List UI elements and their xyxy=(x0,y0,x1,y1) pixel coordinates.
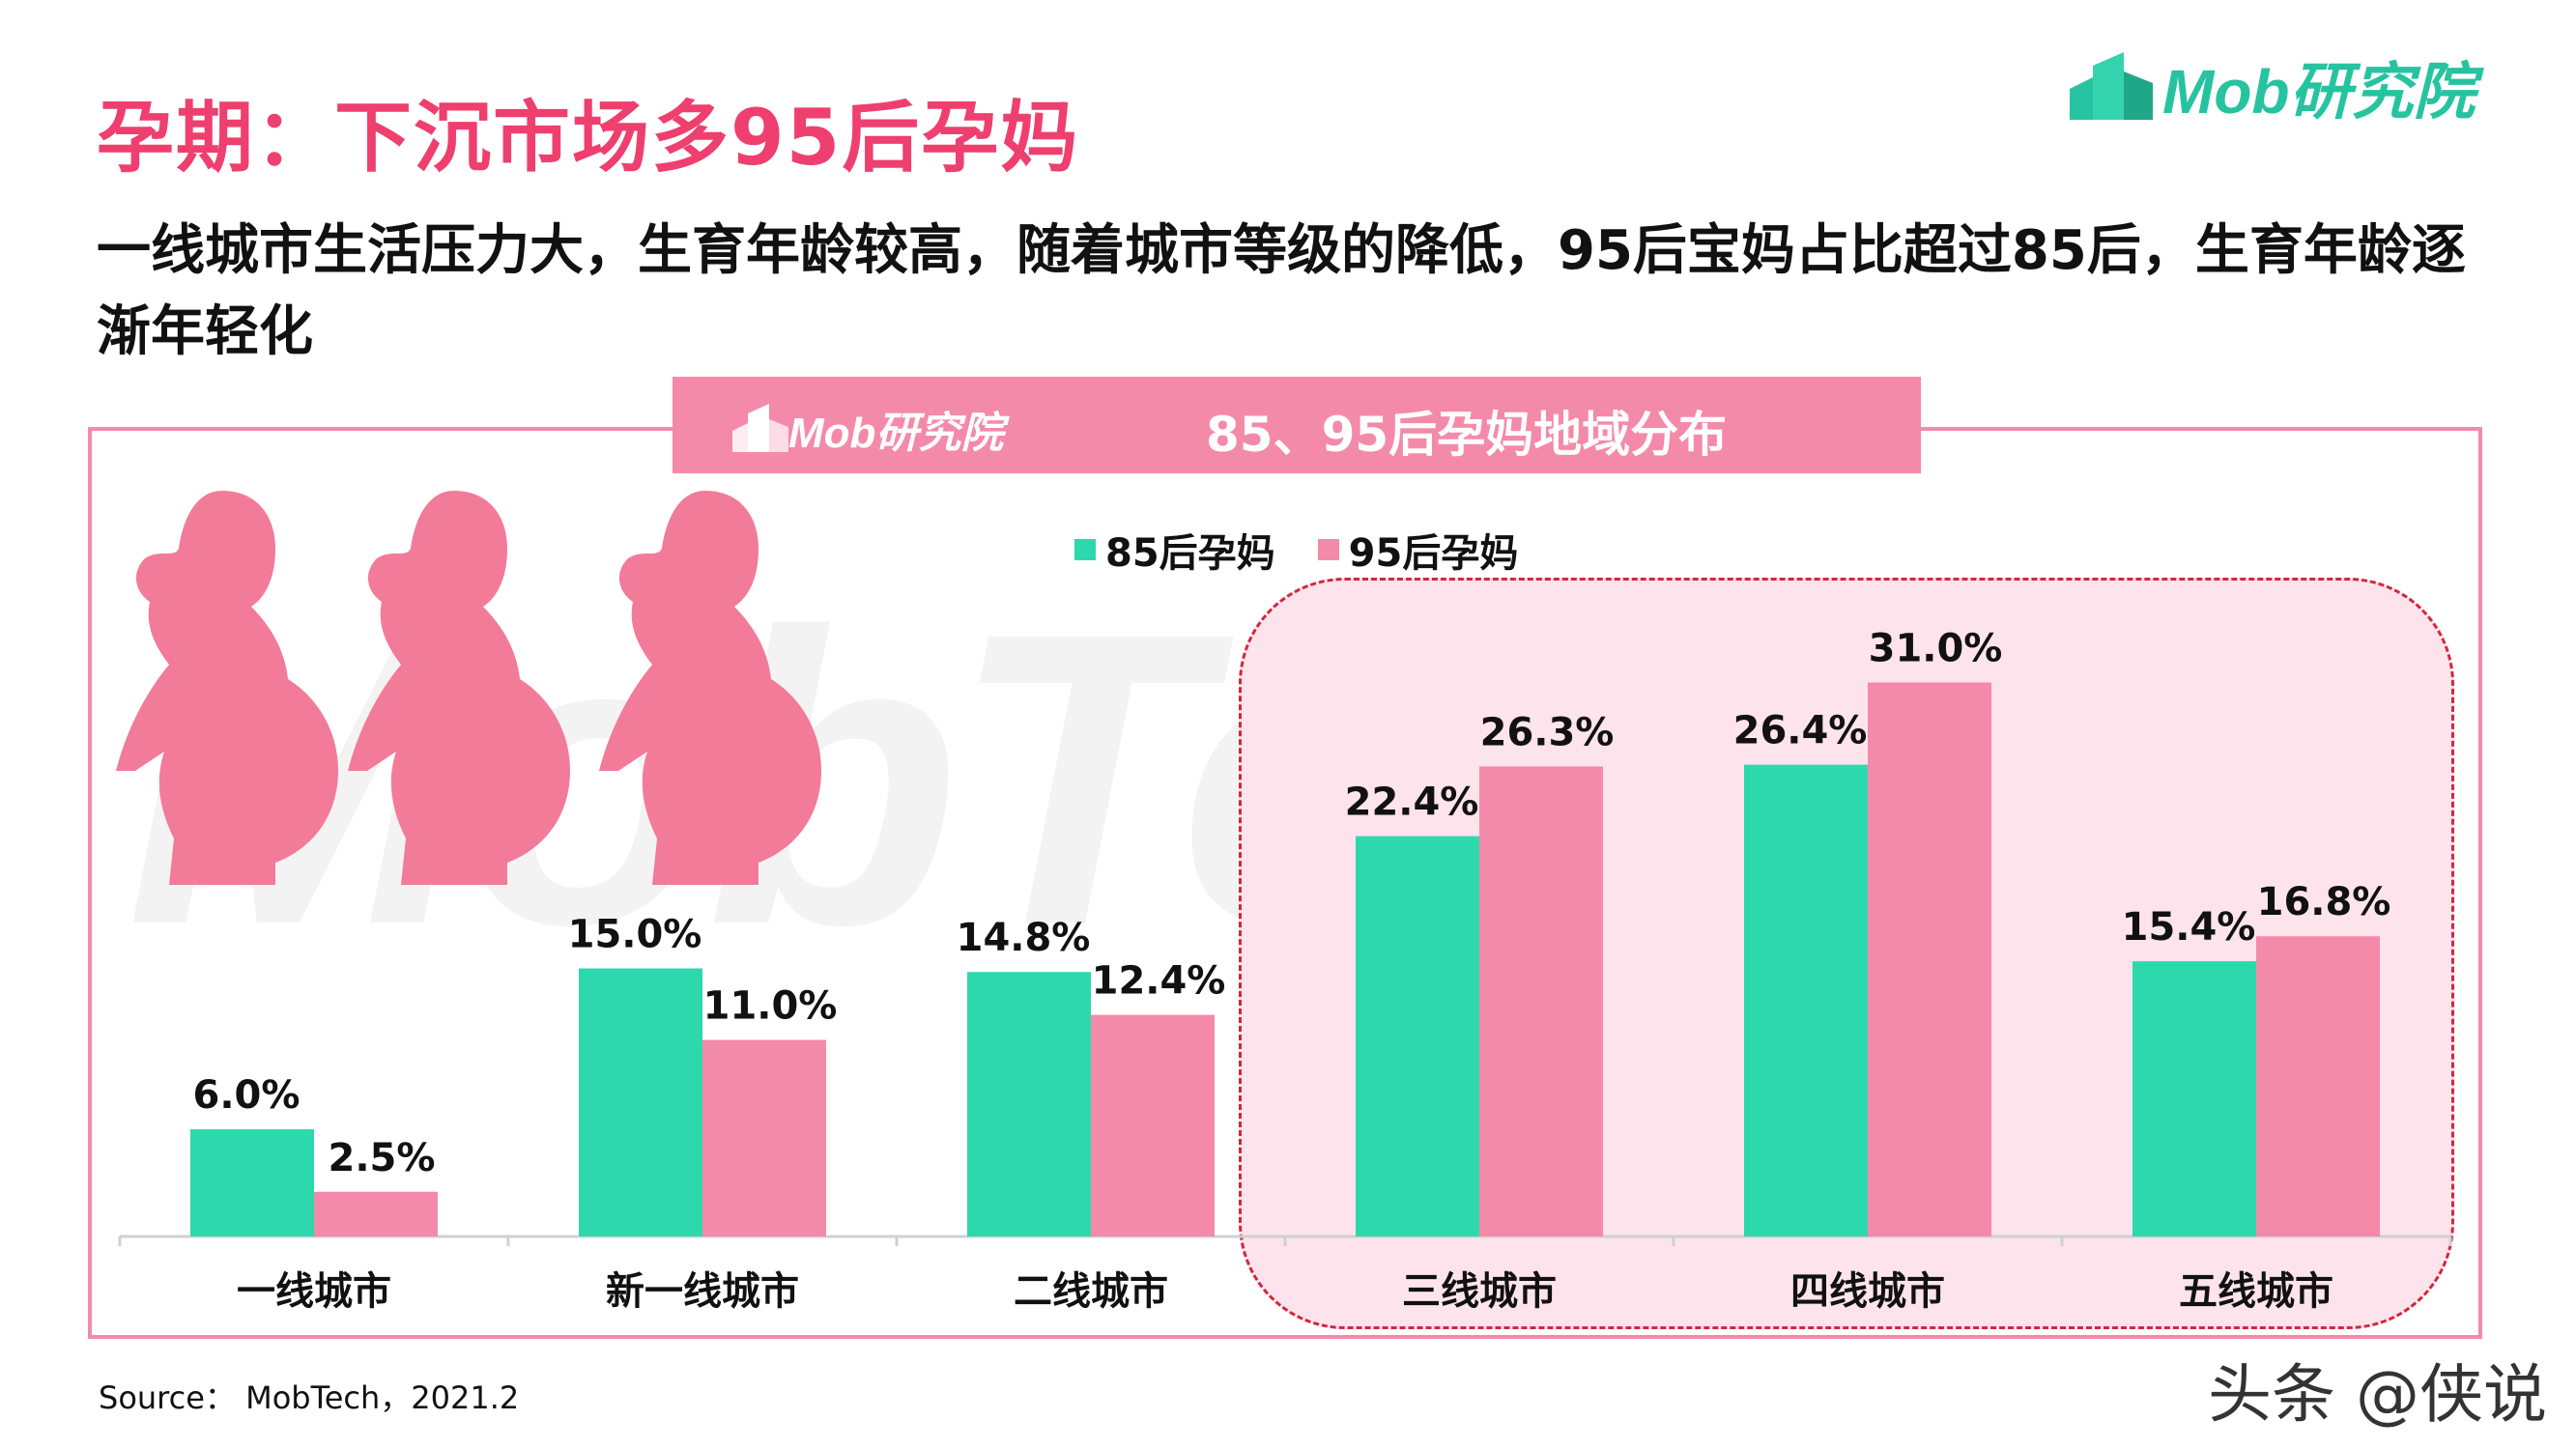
logo-text: Mob研究院 xyxy=(2162,57,2476,127)
data-label: 15.4% xyxy=(2122,905,2256,950)
category-label: 二线城市 xyxy=(1014,1269,1168,1314)
chart-banner: Mob研究院 85、95后孕妈地域分布 xyxy=(673,377,1921,473)
credit-watermark: 头条 @侠说 xyxy=(2208,1357,2547,1432)
category-label: 五线城市 xyxy=(2179,1269,2333,1314)
chart-legend: 85后孕妈 95后孕妈 xyxy=(1074,522,1518,578)
data-label: 15.0% xyxy=(568,913,702,957)
bar-95-4 xyxy=(1868,682,1991,1236)
bar-chart: 6.0% 2.5% 一线城市 15.0%11.0% 新一线城市 14.8%12.4% 二线城… xyxy=(118,627,2452,1314)
bar-85-2 xyxy=(967,972,1091,1236)
page-title: 孕期：下沉市场多95后孕妈 xyxy=(97,93,1080,183)
legend-swatch xyxy=(1074,539,1096,560)
data-label: 26.3% xyxy=(1480,710,1615,754)
chart-title: 85、95后孕妈地域分布 xyxy=(1206,407,1728,463)
category-label: 一线城市 xyxy=(237,1269,391,1314)
bar-85-1 xyxy=(579,968,702,1236)
legend-swatch xyxy=(1317,539,1339,560)
legend-item-85: 85后孕妈 xyxy=(1074,522,1275,578)
data-label: 14.8% xyxy=(957,916,1091,960)
legend-label: 85后孕妈 xyxy=(1105,531,1275,576)
bar-95-3 xyxy=(1479,766,1603,1236)
banner-logo-text: Mob研究院 xyxy=(788,410,1004,457)
data-label: 16.8% xyxy=(2257,880,2391,924)
category-label: 四线城市 xyxy=(1790,1269,1945,1314)
data-label: 31.0% xyxy=(1869,627,2003,671)
building-icon xyxy=(2070,52,2153,120)
data-label: 6.0% xyxy=(193,1073,301,1118)
bar-85-4 xyxy=(1744,764,1868,1236)
bar-85-0 xyxy=(190,1129,314,1236)
data-label: 2.5% xyxy=(329,1136,436,1180)
data-label: 26.4% xyxy=(1733,709,1868,753)
data-label: 22.4% xyxy=(1345,781,1479,825)
legend-item-95: 95后孕妈 xyxy=(1317,522,1519,578)
bar-95-1 xyxy=(702,1039,826,1236)
bar-85-5 xyxy=(2132,961,2256,1236)
category-label: 新一线城市 xyxy=(606,1269,799,1314)
page-subtitle: 一线城市生活压力大，生育年龄较高，随着城市等级的降低，95后宝妈占比超过85后，… xyxy=(97,219,2466,363)
bar-95-0 xyxy=(314,1191,438,1236)
bar-85-3 xyxy=(1356,836,1479,1236)
data-label: 12.4% xyxy=(1092,959,1226,1004)
bar-95-2 xyxy=(1091,1014,1215,1236)
legend-label: 95后孕妈 xyxy=(1348,531,1519,576)
bar-95-5 xyxy=(2256,936,2380,1236)
category-label: 三线城市 xyxy=(1402,1269,1557,1314)
data-label: 11.0% xyxy=(703,984,838,1029)
building-icon xyxy=(732,404,788,452)
source-note: Source： MobTech，2021.2 xyxy=(99,1379,520,1416)
mob-logo: Mob研究院 xyxy=(2064,39,2489,127)
